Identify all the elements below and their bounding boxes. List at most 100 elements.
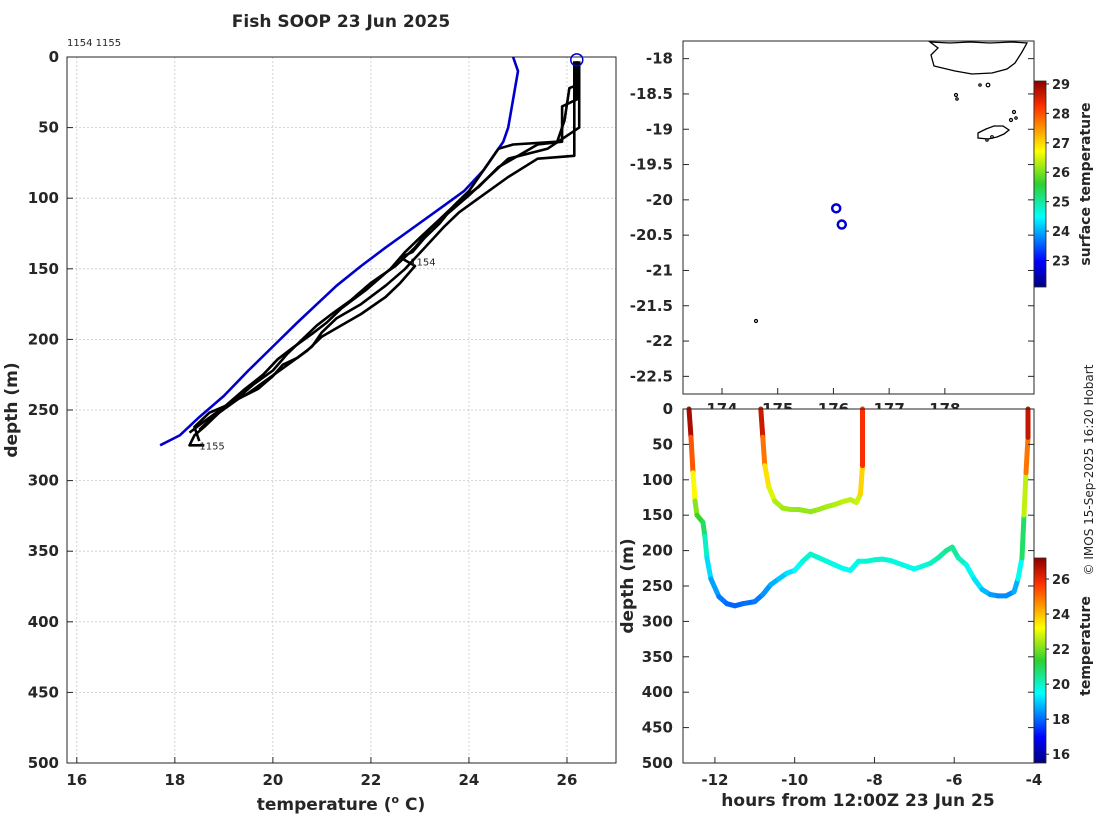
- temperature-cb-tick-16: 16: [1052, 748, 1070, 763]
- section-y-tick-250: 250: [642, 577, 673, 595]
- section-cast-0-segment-8: [708, 576, 722, 600]
- profile-line-1154: [193, 61, 579, 442]
- map-coastline: [753, 41, 1029, 324]
- islet-2: [955, 97, 959, 101]
- section-y-tick-0: 0: [663, 400, 673, 418]
- temperature-cb-tick-24: 24: [1052, 608, 1070, 623]
- islet-9: [985, 138, 989, 142]
- map-y-tick-8: -22: [646, 332, 673, 350]
- section-background: [683, 409, 1034, 763]
- section-x-tick--12: -12: [701, 771, 728, 789]
- temperature-cb-tick-18: 18: [1052, 713, 1070, 728]
- temperature-colorbar: [1033, 557, 1047, 764]
- surface-cb-tick-29: 29: [1052, 78, 1070, 93]
- profile-panel: Fish SOOP 23 Jun 2025 1154 1155 16 18 20 22…: [2, 12, 617, 815]
- surface-cb-tick-26: 26: [1052, 166, 1070, 181]
- temperature-colorbar-ticks: 16 18 20 22 24 26: [1046, 573, 1070, 763]
- profile-y-tick-50: 50: [38, 119, 59, 137]
- map-panel: 174175176177178 -18-18.5-19-19.5-20-20.5…: [630, 40, 1094, 418]
- profile-x-tick-22: 22: [360, 771, 381, 789]
- coastline-island-east: [977, 125, 1011, 140]
- profile-x-tick-24: 24: [459, 771, 480, 789]
- islet-3: [978, 83, 982, 87]
- section-x-tick--10: -10: [781, 771, 808, 789]
- section-cast-0-segment-49: [1021, 470, 1029, 518]
- islet-1: [953, 92, 959, 98]
- section-cast-1-segment-15: [858, 463, 865, 497]
- profile-y-tick-400: 400: [28, 613, 59, 631]
- section-cast-0-segment-48: [1019, 512, 1027, 561]
- map-y-tick-7: -21.5: [630, 297, 673, 315]
- profile-y-tick-200: 200: [28, 330, 59, 348]
- profile-y-tick-450: 450: [28, 683, 59, 701]
- section-cast-1-segment-1: [760, 434, 768, 469]
- islet-10: [753, 318, 759, 324]
- surface-cb-tick-27: 27: [1052, 137, 1070, 152]
- profile-y-tick-350: 350: [28, 542, 59, 560]
- islet-7: [1014, 116, 1018, 120]
- section-y-tick-100: 100: [642, 471, 673, 489]
- profile-x-label-main: temperature (: [257, 795, 392, 815]
- profile-start-marker: [570, 53, 584, 67]
- surface-cb-tick-25: 25: [1052, 196, 1070, 211]
- section-x-tick--8: -8: [866, 771, 883, 789]
- temperature-cb-tick-20: 20: [1052, 678, 1070, 693]
- map-position-1: [836, 219, 848, 230]
- map-y-tick-0: -18: [646, 50, 673, 68]
- map-y-tick-4: -20: [646, 191, 673, 209]
- section-cast-1-segment-2: [762, 463, 772, 490]
- surface-temperature-colorbar: [1033, 80, 1047, 288]
- surface-colorbar-label: surface temperature: [1078, 102, 1094, 265]
- section-x-tick--6: -6: [946, 771, 963, 789]
- map-y-tick-3: -19.5: [630, 156, 673, 174]
- section-cast-1-segment-3: [766, 484, 778, 504]
- section-y-ticks: 0 50 100 150 200 250 300 350 400 450 500: [642, 400, 1034, 772]
- profile-grid: [67, 56, 616, 764]
- surface-cb-tick-28: 28: [1052, 107, 1070, 122]
- profile-x-tick-20: 20: [262, 771, 283, 789]
- profile-cast-label-1155: 1155: [199, 441, 224, 452]
- profile-x-axis-label: temperature (o C): [257, 793, 426, 815]
- map-positions: [830, 203, 848, 230]
- section-x-tick--4: -4: [1026, 771, 1043, 789]
- section-y-tick-350: 350: [642, 648, 673, 666]
- section-cast-0-segment-7: [704, 555, 714, 582]
- section-y-tick-300: 300: [642, 612, 673, 630]
- section-cast-0-segment-0: [686, 406, 694, 440]
- profile-line-a: [188, 61, 579, 434]
- section-cast-0-segment-6: [702, 533, 710, 561]
- profile-y-tick-300: 300: [28, 472, 59, 490]
- section-cast-0-segment-40: [963, 562, 977, 582]
- surface-cb-tick-24: 24: [1052, 225, 1070, 240]
- credit-text: © IMOS 15-Sep-2025 16:20 Hobart: [1082, 364, 1096, 575]
- islet-5: [1011, 109, 1017, 115]
- profile-y-tick-0: 0: [49, 48, 59, 66]
- profile-lines: 1154 1155: [159, 53, 584, 452]
- profile-x-tick-26: 26: [557, 771, 578, 789]
- profile-y-axis-label: depth (m): [2, 362, 22, 457]
- section-cast-0-segment-47: [1015, 555, 1025, 582]
- profile-title: Fish SOOP 23 Jun 2025: [232, 12, 450, 32]
- map-y-tick-2: -19: [646, 120, 673, 138]
- profile-axes-box: [66, 56, 617, 764]
- islet-4: [985, 82, 991, 88]
- section-y-axis-label: depth (m): [618, 538, 638, 633]
- profile-x-tick-16: 16: [66, 771, 87, 789]
- profile-y-tick-250: 250: [28, 401, 59, 419]
- profile-y-ticks: 0 50 100 150 200 250 300 350 400 450 500: [28, 48, 73, 772]
- coastline-island-north: [927, 41, 1029, 75]
- profile-y-tick-100: 100: [28, 189, 59, 207]
- islet-8: [990, 135, 994, 139]
- section-y-tick-50: 50: [652, 435, 673, 453]
- section-x-axis-label: hours from 12:00Z 23 Jun 25: [721, 791, 994, 811]
- section-cast-0-segment-50: [1023, 434, 1031, 476]
- surface-cb-tick-23: 23: [1052, 255, 1070, 270]
- map-y-tick-1: -18.5: [630, 85, 673, 103]
- profile-cast-ids: 1154 1155: [67, 38, 121, 49]
- temperature-cb-tick-26: 26: [1052, 573, 1070, 588]
- profile-line-b: [198, 61, 581, 431]
- surface-colorbar-ticks: 23 24 25 26 27 28 29: [1046, 78, 1070, 270]
- section-y-tick-150: 150: [642, 506, 673, 524]
- islet-6: [1008, 117, 1014, 123]
- section-cast-0-segment-2: [690, 470, 698, 504]
